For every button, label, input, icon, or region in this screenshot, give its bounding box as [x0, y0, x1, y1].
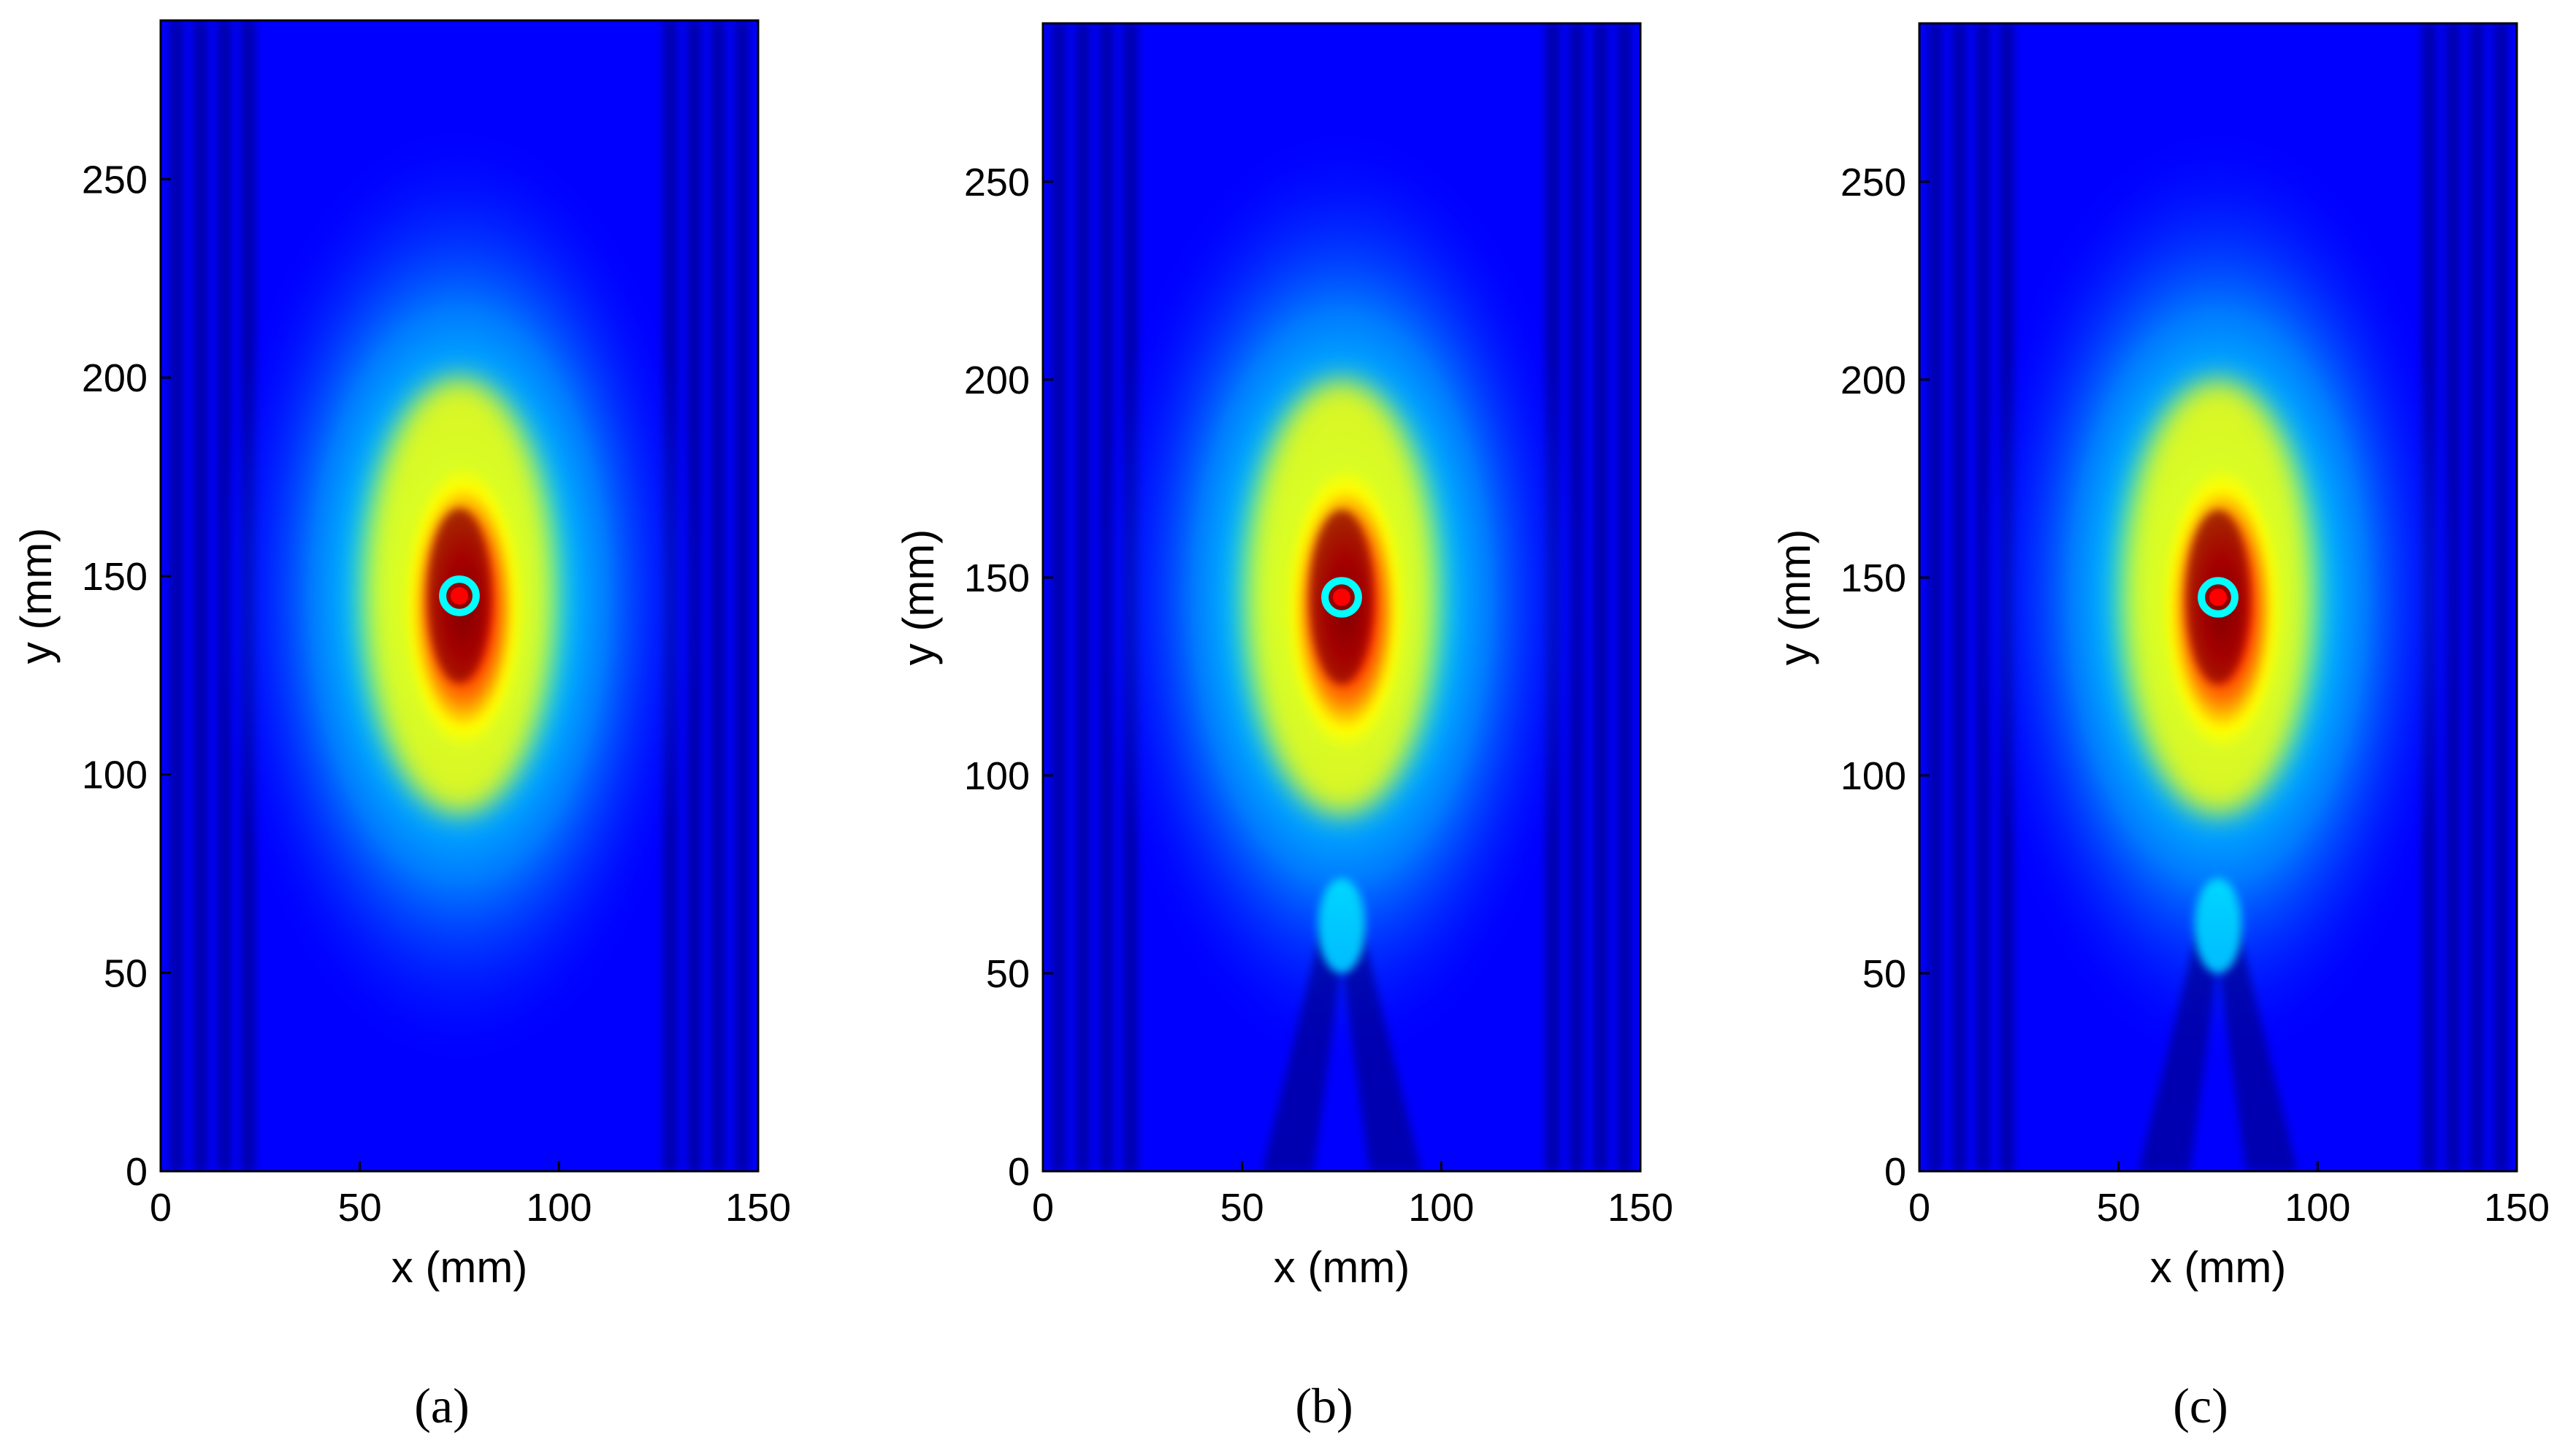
x-tick-label: 50	[338, 1186, 382, 1230]
center-ring	[1321, 577, 1362, 618]
panel-label: (b)	[1295, 1378, 1353, 1433]
axes-frame	[1918, 22, 2518, 1173]
y-tick-label: 100	[1840, 754, 1906, 798]
y-tick-label: 200	[82, 356, 148, 400]
edge-fringes	[1051, 23, 1632, 1171]
y-tick-label: 150	[82, 555, 148, 599]
center-dot	[1333, 589, 1350, 606]
y-tick-label: 0	[1008, 1150, 1030, 1194]
y-tick-label: 100	[82, 754, 148, 797]
panel-label: (a)	[414, 1378, 469, 1433]
center-ring	[439, 575, 480, 616]
y-axis-label: y (mm)	[1770, 529, 1819, 666]
center-dot	[2209, 589, 2227, 606]
y-tick-label: 50	[986, 952, 1030, 996]
edge-fringes	[169, 20, 750, 1171]
heatmap-field	[1043, 23, 1640, 1171]
x-tick-label: 50	[1220, 1186, 1264, 1230]
heatmap-panel-3: 0 50 100 150 0 50 100 150 200 250 x (mm) y (mm) (c)	[1770, 22, 2550, 1433]
panel-label: (c)	[2173, 1378, 2228, 1433]
x-tick-label: 150	[1608, 1186, 1673, 1230]
x-tick-label: 0	[150, 1186, 172, 1230]
x-tick-label: 150	[725, 1186, 791, 1230]
y-tick-label: 50	[1862, 952, 1906, 996]
heatmap-panel-2: 0 50 100 150 0 50 100 150 200 250 x (mm) y (mm) (b)	[894, 22, 1673, 1433]
x-tick-label: 100	[2285, 1186, 2350, 1230]
y-tick-label: 250	[964, 161, 1030, 204]
y-tick-label: 150	[964, 556, 1030, 600]
heatmap-field	[1919, 23, 2517, 1171]
x-tick-label: 150	[2484, 1186, 2550, 1230]
y-tick-label: 0	[126, 1150, 148, 1194]
y-tick-label: 50	[104, 951, 148, 995]
center-dot	[451, 587, 468, 605]
axes-frame	[159, 19, 760, 1173]
y-tick-label: 0	[1884, 1150, 1906, 1194]
x-axis-label: x (mm)	[2150, 1243, 2287, 1292]
y-tick-label: 100	[964, 754, 1030, 798]
y-tick-label: 250	[1840, 161, 1906, 204]
y-tick-label: 250	[82, 158, 148, 202]
x-tick-label: 0	[1032, 1186, 1054, 1230]
heatmap-field	[161, 20, 758, 1171]
x-tick-label: 100	[526, 1186, 592, 1230]
x-tick-label: 50	[2097, 1186, 2141, 1230]
x-tick-label: 100	[1408, 1186, 1474, 1230]
center-ring	[2198, 577, 2239, 618]
heatmap-panel-1: 0 50 100 150 0 50 100 150 200 250 x (mm) y (mm) (a)	[12, 19, 791, 1433]
x-axis-label: x (mm)	[391, 1243, 528, 1292]
x-tick-label: 0	[1908, 1186, 1930, 1230]
y-axis-label: y (mm)	[894, 529, 943, 666]
y-tick-label: 200	[1840, 359, 1906, 402]
axes-frame	[1041, 22, 1642, 1173]
y-axis-label: y (mm)	[12, 528, 61, 664]
y-tick-label: 200	[964, 359, 1030, 402]
y-tick-label: 150	[1840, 556, 1906, 600]
probe-beam	[1261, 878, 1422, 1171]
x-axis-label: x (mm)	[1274, 1243, 1410, 1292]
probe-beam	[2138, 878, 2298, 1171]
